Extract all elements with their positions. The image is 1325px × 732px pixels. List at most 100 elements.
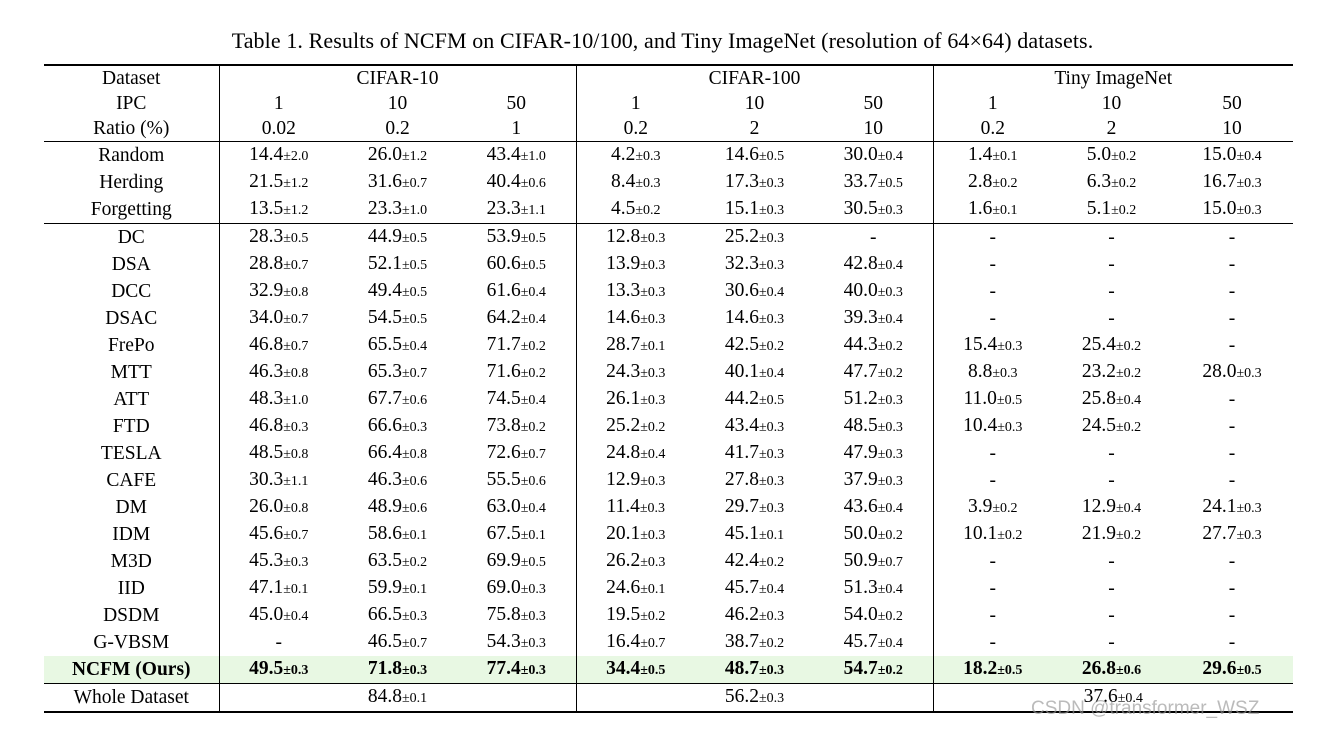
mean-value: 46.8: [249, 334, 284, 355]
result-cell: 13.5±1.2: [218, 196, 338, 224]
result-cell: 42.4±0.2: [695, 548, 814, 575]
mean-value: -: [1108, 308, 1115, 329]
mean-value: 34.4: [606, 658, 641, 679]
std-value: ±0.3: [640, 312, 666, 327]
ratio-value: 1: [511, 118, 522, 139]
std-value: ±0.3: [520, 636, 546, 651]
result-cell: 45.7±0.4: [814, 629, 933, 656]
table-caption: Table 1. Results of NCFM on CIFAR-10/100…: [231, 28, 1094, 53]
mean-value: 50.9: [843, 550, 878, 571]
std-value: ±0.3: [640, 393, 666, 408]
std-value: ±0.2: [640, 609, 666, 624]
mean-value: 12.8: [606, 226, 641, 247]
std-value: ±0.2: [997, 528, 1023, 543]
std-value: ±0.3: [640, 258, 666, 273]
result-cell: -: [1171, 629, 1293, 656]
std-value: ±0.2: [1116, 339, 1142, 354]
mean-value: 24.8: [606, 442, 641, 463]
result-cell: -: [932, 223, 1053, 251]
std-value: ±1.2: [283, 176, 309, 191]
result-cell: -: [932, 251, 1053, 278]
result-cell: 44.3±0.2: [814, 332, 933, 359]
std-value: ±0.3: [640, 231, 666, 246]
std-value: ±0.4: [877, 636, 903, 651]
std-value: ±0.3: [401, 663, 428, 678]
result-cell: 50.0±0.2: [814, 521, 933, 548]
result-cell: -: [1052, 305, 1171, 332]
result-cell: 74.5±0.4: [457, 386, 576, 413]
result-cell: 21.9±0.2: [1052, 521, 1171, 548]
result-cell: 45.7±0.4: [695, 575, 814, 602]
std-value: ±0.3: [758, 176, 785, 191]
result-cell: 71.6±0.2: [457, 359, 576, 386]
result-cell: 49.5±0.3: [218, 656, 338, 684]
header-row-dataset: Dataset CIFAR-10 CIFAR-100 Tiny ImageNet: [44, 64, 1294, 91]
std-value: ±0.5: [520, 258, 546, 273]
mean-value: 74.5: [486, 388, 521, 409]
mean-value: 40.1: [724, 361, 759, 382]
result-cell: -: [1171, 305, 1293, 332]
result-cell: 45.3±0.3: [218, 548, 338, 575]
std-value: ±0.3: [758, 231, 785, 246]
result-cell: 50.9±0.7: [814, 548, 933, 575]
std-value: ±0.5: [996, 393, 1023, 408]
mean-value: 29.7: [724, 496, 759, 517]
result-cell: -: [1171, 278, 1293, 305]
method-name: M3D: [110, 551, 152, 572]
std-value: ±0.3: [1236, 366, 1262, 381]
mean-value: 56.2: [724, 686, 759, 707]
dataset-group-name: CIFAR-10: [218, 64, 577, 91]
result-cell: -: [1052, 629, 1171, 656]
method-row: G-VBSM -46.5±0.7 54.3±0.3 16.4±0.7 38.7±0.2 4…: [44, 629, 1293, 656]
method-row: FrePo 46.8±0.7 65.5±0.4 71.7±0.2 28.7±0.1 42.…: [44, 332, 1293, 359]
mean-value: 4.5: [610, 198, 636, 219]
std-value: ±0.2: [877, 339, 903, 354]
std-value: ±0.6: [401, 501, 428, 516]
result-cell: 13.9±0.3: [575, 251, 696, 278]
whole-dataset-row: Whole Dataset 84.8±0.1 56.2±0.3 37.6±0.4: [44, 683, 1294, 713]
result-cell: 58.6±0.1: [338, 521, 457, 548]
header-label-ratio: Ratio (%): [93, 118, 170, 139]
ipc-value: 1: [932, 91, 1053, 116]
result-cell: -: [1171, 413, 1293, 440]
mean-value: 33.7: [843, 171, 878, 192]
result-cell: -: [1052, 548, 1171, 575]
std-value: ±0.2: [520, 420, 546, 435]
result-cell: 60.6±0.5: [457, 251, 576, 278]
mean-value: 54.0: [843, 604, 878, 625]
std-value: ±0.5: [758, 149, 785, 164]
mean-value: 28.3: [249, 226, 284, 247]
std-value: ±0.3: [520, 609, 546, 624]
method-row: DCC 32.9±0.8 49.4±0.5 61.6±0.4 13.3±0.3 30.6±…: [44, 278, 1293, 305]
result-cell: -: [932, 548, 1053, 575]
mean-value: 31.6: [367, 171, 402, 192]
mean-value: 16.4: [606, 631, 641, 652]
std-value: ±0.3: [520, 582, 546, 597]
mean-value: 61.6: [486, 280, 521, 301]
result-cell: 26.1±0.3: [575, 386, 696, 413]
std-value: ±1.0: [520, 149, 546, 164]
result-cell: 21.5±1.2: [218, 169, 338, 196]
result-cell: 42.8±0.4: [814, 251, 933, 278]
result-cell: 17.3±0.3: [695, 169, 814, 196]
mean-value: 71.6: [486, 361, 521, 382]
method-name: IDM: [112, 524, 151, 545]
std-value: ±0.2: [1116, 420, 1142, 435]
result-cell: -: [1171, 223, 1294, 251]
mean-value: 42.5: [724, 334, 759, 355]
result-cell: -: [814, 223, 934, 251]
mean-value: 46.2: [724, 604, 759, 625]
mean-value: 69.9: [486, 550, 521, 571]
std-value: ±0.2: [877, 366, 903, 381]
result-cell: 47.9±0.3: [814, 440, 933, 467]
mean-value: -: [989, 632, 997, 653]
std-value: ±0.1: [992, 203, 1018, 218]
result-cell: 30.0±0.4: [814, 141, 934, 169]
dataset-group-name: Tiny ImageNet: [932, 64, 1294, 91]
ipc-value: 10: [1101, 93, 1122, 114]
result-cell: 10.1±0.2: [932, 521, 1053, 548]
result-cell: 25.4±0.2: [1052, 332, 1171, 359]
std-value: ±0.8: [401, 447, 428, 462]
std-value: ±0.2: [877, 663, 903, 678]
mean-value: -: [989, 605, 997, 626]
